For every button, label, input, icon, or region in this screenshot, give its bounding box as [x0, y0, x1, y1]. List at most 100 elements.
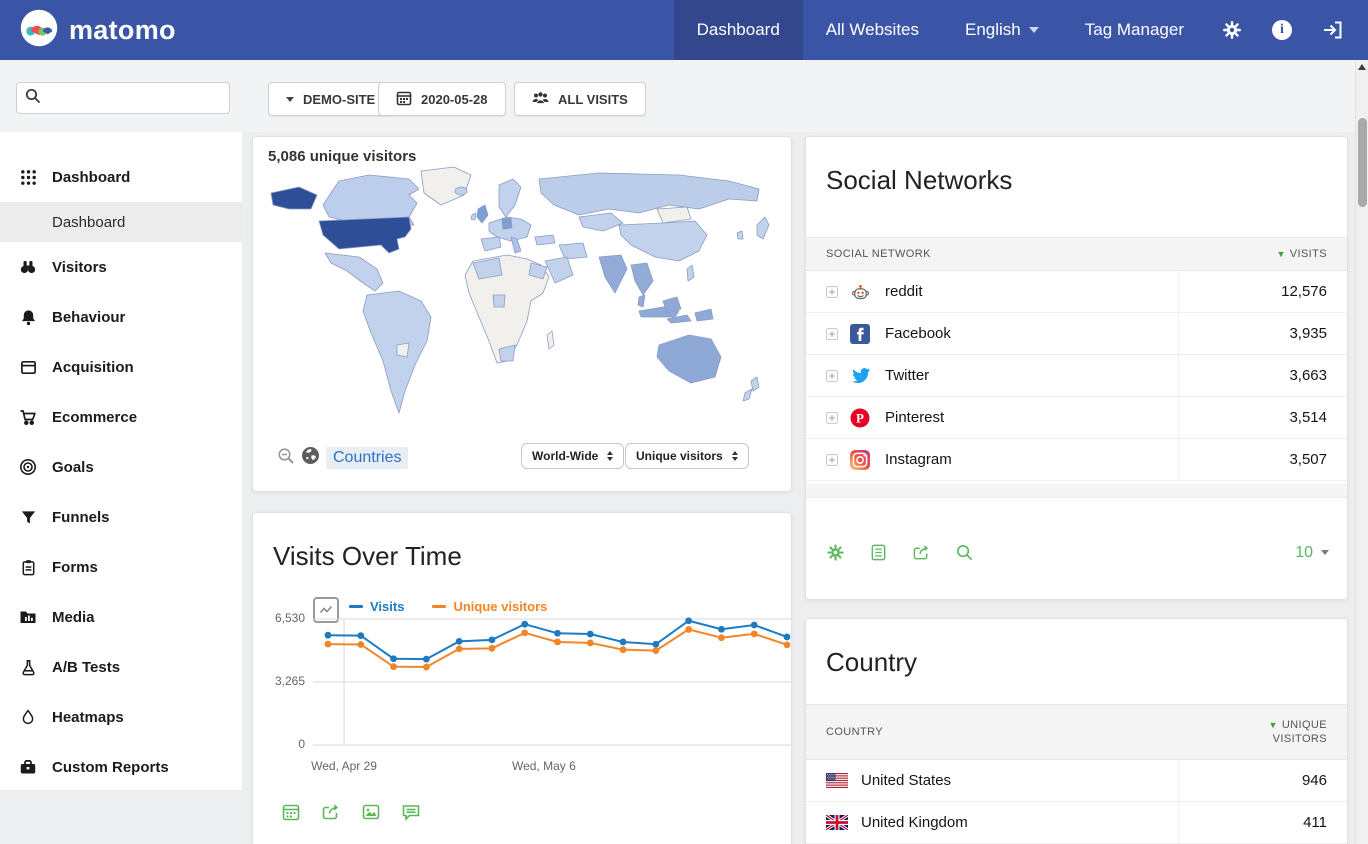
- visits-point[interactable]: [783, 633, 791, 641]
- sidebar-item-custom-reports[interactable]: Custom Reports: [0, 742, 242, 792]
- search-input[interactable]: [49, 89, 234, 107]
- visits-point[interactable]: [422, 655, 430, 663]
- search-box[interactable]: [16, 82, 234, 114]
- metric-select[interactable]: Unique visitors: [625, 443, 749, 469]
- unique-visitors-point[interactable]: [783, 641, 791, 649]
- search-icon[interactable]: [955, 543, 974, 562]
- visits-point[interactable]: [357, 632, 365, 639]
- date-selector-button[interactable]: 2020-05-28: [378, 82, 506, 116]
- column-header[interactable]: VISITS: [1289, 248, 1327, 260]
- site-selector-button[interactable]: DEMO-SITE: [268, 82, 394, 116]
- column-header[interactable]: SOCIAL NETWORK: [826, 248, 931, 260]
- table-view-icon[interactable]: [869, 543, 888, 562]
- visitors-group-icon: [532, 91, 549, 108]
- unique-visitors-point[interactable]: [750, 630, 758, 638]
- visits-point[interactable]: [455, 637, 463, 645]
- vertical-scrollbar[interactable]: [1355, 60, 1368, 844]
- legend-item-visits[interactable]: Visits: [349, 599, 404, 614]
- legend-item-unique-visitors[interactable]: Unique visitors: [432, 599, 547, 614]
- expand-plus-icon[interactable]: [826, 411, 838, 424]
- unique-visitors-point[interactable]: [619, 646, 627, 654]
- unique-visitors-point[interactable]: [586, 639, 594, 647]
- zoom-out-icon[interactable]: [277, 447, 295, 470]
- unique-visitors-point[interactable]: [455, 645, 463, 653]
- visits-point[interactable]: [324, 631, 332, 639]
- expand-plus-icon[interactable]: [826, 369, 838, 382]
- sidebar-item-ecommerce[interactable]: Ecommerce: [0, 392, 242, 442]
- sort-desc-icon[interactable]: [1276, 249, 1285, 259]
- sidebar-item-dashboard[interactable]: Dashboard: [0, 152, 242, 202]
- table-header: COUNTRY UNIQUE VISITORS: [806, 704, 1347, 760]
- table-row-pinterest[interactable]: P Pinterest 3,514: [806, 397, 1347, 439]
- countries-link[interactable]: Countries: [326, 447, 409, 469]
- row-limit-select[interactable]: 10: [1295, 544, 1329, 562]
- unique-visitors-point[interactable]: [390, 663, 397, 671]
- sidebar-item-visitors[interactable]: Visitors: [0, 242, 242, 292]
- nav-item-tag-manager[interactable]: Tag Manager: [1084, 20, 1184, 39]
- column-header[interactable]: COUNTRY: [826, 726, 883, 738]
- visits-point[interactable]: [521, 620, 529, 628]
- region-select[interactable]: World-Wide: [521, 443, 625, 469]
- info-icon[interactable]: i: [1257, 0, 1307, 60]
- scroll-up-icon[interactable]: [1358, 64, 1366, 70]
- nav-item-dashboard[interactable]: Dashboard: [673, 0, 803, 60]
- unique-visitors-point[interactable]: [488, 644, 496, 652]
- unique-visitors-point[interactable]: [718, 634, 725, 642]
- visits-point[interactable]: [619, 638, 627, 646]
- widget-settings-icon[interactable]: [826, 543, 845, 562]
- table-row-united-states[interactable]: United States 946: [806, 760, 1347, 802]
- table-row-instagram[interactable]: Instagram 3,507: [806, 439, 1347, 481]
- table-row-twitter[interactable]: Twitter 3,663: [806, 355, 1347, 397]
- unique-visitors-point[interactable]: [521, 629, 529, 637]
- visits-point[interactable]: [652, 640, 660, 648]
- export-image-icon[interactable]: [361, 802, 381, 822]
- unique-visitors-point[interactable]: [554, 638, 561, 646]
- export-icon[interactable]: [912, 543, 931, 562]
- sidebar-item-heatmaps[interactable]: Heatmaps: [0, 692, 242, 742]
- visits-point[interactable]: [718, 625, 725, 633]
- sort-desc-icon[interactable]: [1269, 720, 1278, 730]
- visits-point[interactable]: [488, 636, 496, 644]
- world-map[interactable]: [259, 165, 787, 425]
- unique-visitors-point[interactable]: [324, 640, 332, 648]
- settings-icon[interactable]: [1207, 0, 1257, 60]
- sidebar-item-forms[interactable]: Forms: [0, 542, 242, 592]
- segment-selector-button[interactable]: ALL VISITS: [514, 82, 646, 116]
- export-icon[interactable]: [321, 802, 341, 822]
- table-row-reddit[interactable]: reddit 12,576: [806, 271, 1347, 313]
- sidebar-item-funnels[interactable]: Funnels: [0, 492, 242, 542]
- annotations-icon[interactable]: [401, 802, 421, 822]
- visits-point[interactable]: [750, 621, 758, 629]
- column-header[interactable]: UNIQUE VISITORS: [1272, 718, 1327, 745]
- sidebar-item-behaviour[interactable]: Behaviour: [0, 292, 242, 342]
- unique-visitors-point[interactable]: [422, 663, 430, 671]
- visits-point[interactable]: [554, 629, 561, 637]
- expand-plus-icon[interactable]: [826, 285, 838, 298]
- visits-point[interactable]: [390, 655, 397, 663]
- nav-item-all-websites[interactable]: All Websites: [825, 20, 919, 39]
- signin-icon[interactable]: [1307, 0, 1358, 60]
- sidebar-item-acquisition[interactable]: Acquisition: [0, 342, 242, 392]
- select-arrows-icon: [731, 451, 738, 461]
- globe-icon[interactable]: [301, 446, 320, 470]
- social-networks-widget: Social Networks SOCIAL NETWORK VISITS re…: [805, 136, 1348, 600]
- table-row-facebook[interactable]: Facebook 3,935: [806, 313, 1347, 355]
- unique-visitors-point[interactable]: [685, 626, 693, 633]
- expand-plus-icon[interactable]: [826, 453, 838, 466]
- scrollbar-thumb[interactable]: [1357, 118, 1367, 207]
- matomo-logo[interactable]: matomo: [20, 9, 176, 52]
- visits-point[interactable]: [586, 630, 594, 638]
- sidebar-item-dashboard[interactable]: Dashboard: [0, 202, 242, 242]
- unique-visitors-point[interactable]: [652, 647, 660, 655]
- sidebar-item-goals[interactable]: Goals: [0, 442, 242, 492]
- visits-point[interactable]: [685, 617, 693, 625]
- calendar-icon[interactable]: [281, 802, 301, 822]
- table-row-united-kingdom[interactable]: United Kingdom 411: [806, 802, 1347, 844]
- ab-tests-icon: [19, 658, 37, 676]
- expand-plus-icon[interactable]: [826, 327, 838, 340]
- sidebar-item-a-b-tests[interactable]: A/B Tests: [0, 642, 242, 692]
- svg-text:P: P: [856, 410, 864, 425]
- nav-item-english[interactable]: English: [942, 0, 1062, 60]
- unique-visitors-point[interactable]: [357, 641, 365, 648]
- sidebar-item-media[interactable]: Media: [0, 592, 242, 642]
